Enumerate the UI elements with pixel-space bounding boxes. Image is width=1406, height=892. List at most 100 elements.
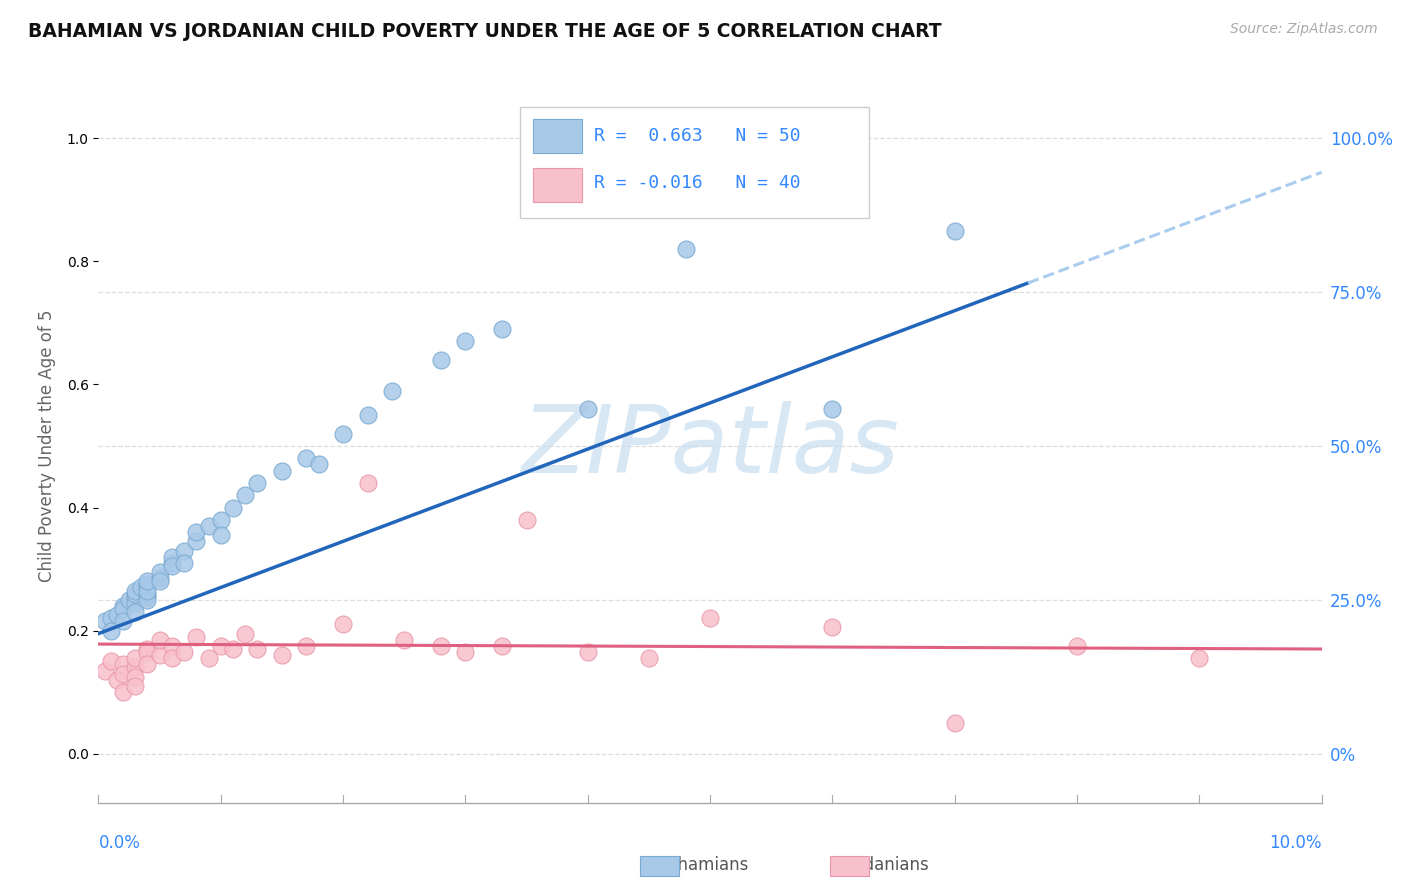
Point <box>516 513 538 527</box>
Point <box>124 660 146 674</box>
Point <box>111 615 134 629</box>
Point <box>149 648 172 662</box>
Y-axis label: Child Poverty Under the Age of 5: Child Poverty Under the Age of 5 <box>38 310 56 582</box>
Point <box>136 590 159 604</box>
Point <box>943 224 966 238</box>
Point <box>186 630 208 644</box>
Point <box>136 645 159 659</box>
Text: ZIPatlas: ZIPatlas <box>522 401 898 491</box>
Text: R = -0.016   N = 40: R = -0.016 N = 40 <box>593 175 800 193</box>
Point <box>491 639 513 653</box>
Point <box>699 611 721 625</box>
Text: 0.0%: 0.0% <box>98 833 141 852</box>
Point <box>100 611 122 625</box>
Point <box>136 577 159 591</box>
Point <box>430 639 453 653</box>
Point <box>160 549 183 564</box>
Point <box>136 587 159 601</box>
Point <box>246 642 269 657</box>
Point <box>209 639 232 653</box>
Point <box>356 475 378 490</box>
Point <box>124 651 146 665</box>
Point <box>105 608 128 623</box>
Point <box>270 648 292 662</box>
Point <box>637 651 661 665</box>
Point <box>381 384 404 398</box>
Point <box>392 632 416 647</box>
Point <box>136 642 159 657</box>
FancyBboxPatch shape <box>533 120 582 153</box>
Point <box>160 556 183 570</box>
Point <box>111 666 134 681</box>
Point <box>111 657 134 672</box>
Point <box>222 500 245 515</box>
Point <box>149 571 172 585</box>
Point <box>124 605 146 619</box>
Point <box>1188 651 1211 665</box>
Point <box>136 657 159 672</box>
Point <box>160 639 183 653</box>
Point <box>576 645 599 659</box>
Point <box>197 519 219 533</box>
Point <box>124 679 146 693</box>
Point <box>943 715 966 730</box>
Point <box>160 651 183 665</box>
Point <box>173 543 195 558</box>
Point <box>118 592 141 607</box>
Point <box>430 352 453 367</box>
Point <box>129 581 152 595</box>
Point <box>454 645 477 659</box>
Point <box>821 402 844 417</box>
Point <box>105 673 128 687</box>
Point <box>308 458 330 472</box>
Point <box>124 596 146 610</box>
Text: Jordanians: Jordanians <box>842 856 929 874</box>
Point <box>209 513 232 527</box>
Point <box>246 475 269 490</box>
Point <box>356 409 378 423</box>
Point <box>93 664 115 678</box>
Point <box>136 592 159 607</box>
Point <box>136 574 159 589</box>
Point <box>454 334 477 349</box>
Point <box>186 525 208 540</box>
Point <box>295 639 318 653</box>
Point <box>576 402 599 417</box>
Text: 10.0%: 10.0% <box>1270 833 1322 852</box>
FancyBboxPatch shape <box>533 168 582 202</box>
Point <box>233 488 256 502</box>
Point <box>124 583 146 598</box>
Point <box>332 426 354 441</box>
Point <box>160 558 183 573</box>
Point <box>111 685 134 699</box>
Point <box>233 626 256 640</box>
Point <box>149 574 172 589</box>
Point <box>149 565 172 579</box>
Point <box>222 642 245 657</box>
Point <box>173 556 195 570</box>
Text: Bahamians: Bahamians <box>657 856 749 874</box>
Point <box>186 534 208 549</box>
Point <box>136 583 159 598</box>
Point <box>295 451 318 466</box>
Text: BAHAMIAN VS JORDANIAN CHILD POVERTY UNDER THE AGE OF 5 CORRELATION CHART: BAHAMIAN VS JORDANIAN CHILD POVERTY UNDE… <box>28 22 942 41</box>
Point <box>675 242 697 256</box>
Point <box>491 322 513 336</box>
FancyBboxPatch shape <box>520 107 869 218</box>
Point <box>124 590 146 604</box>
Point <box>149 632 172 647</box>
Text: Source: ZipAtlas.com: Source: ZipAtlas.com <box>1230 22 1378 37</box>
Point <box>197 651 219 665</box>
Point <box>332 617 354 632</box>
Point <box>93 615 115 629</box>
Point <box>124 670 146 684</box>
Point <box>821 620 844 634</box>
Point <box>100 654 122 668</box>
Point <box>124 587 146 601</box>
Point <box>111 602 134 616</box>
Point <box>270 464 292 478</box>
Point <box>111 599 134 613</box>
Point <box>173 645 195 659</box>
Point <box>1066 639 1088 653</box>
Point <box>136 581 159 595</box>
